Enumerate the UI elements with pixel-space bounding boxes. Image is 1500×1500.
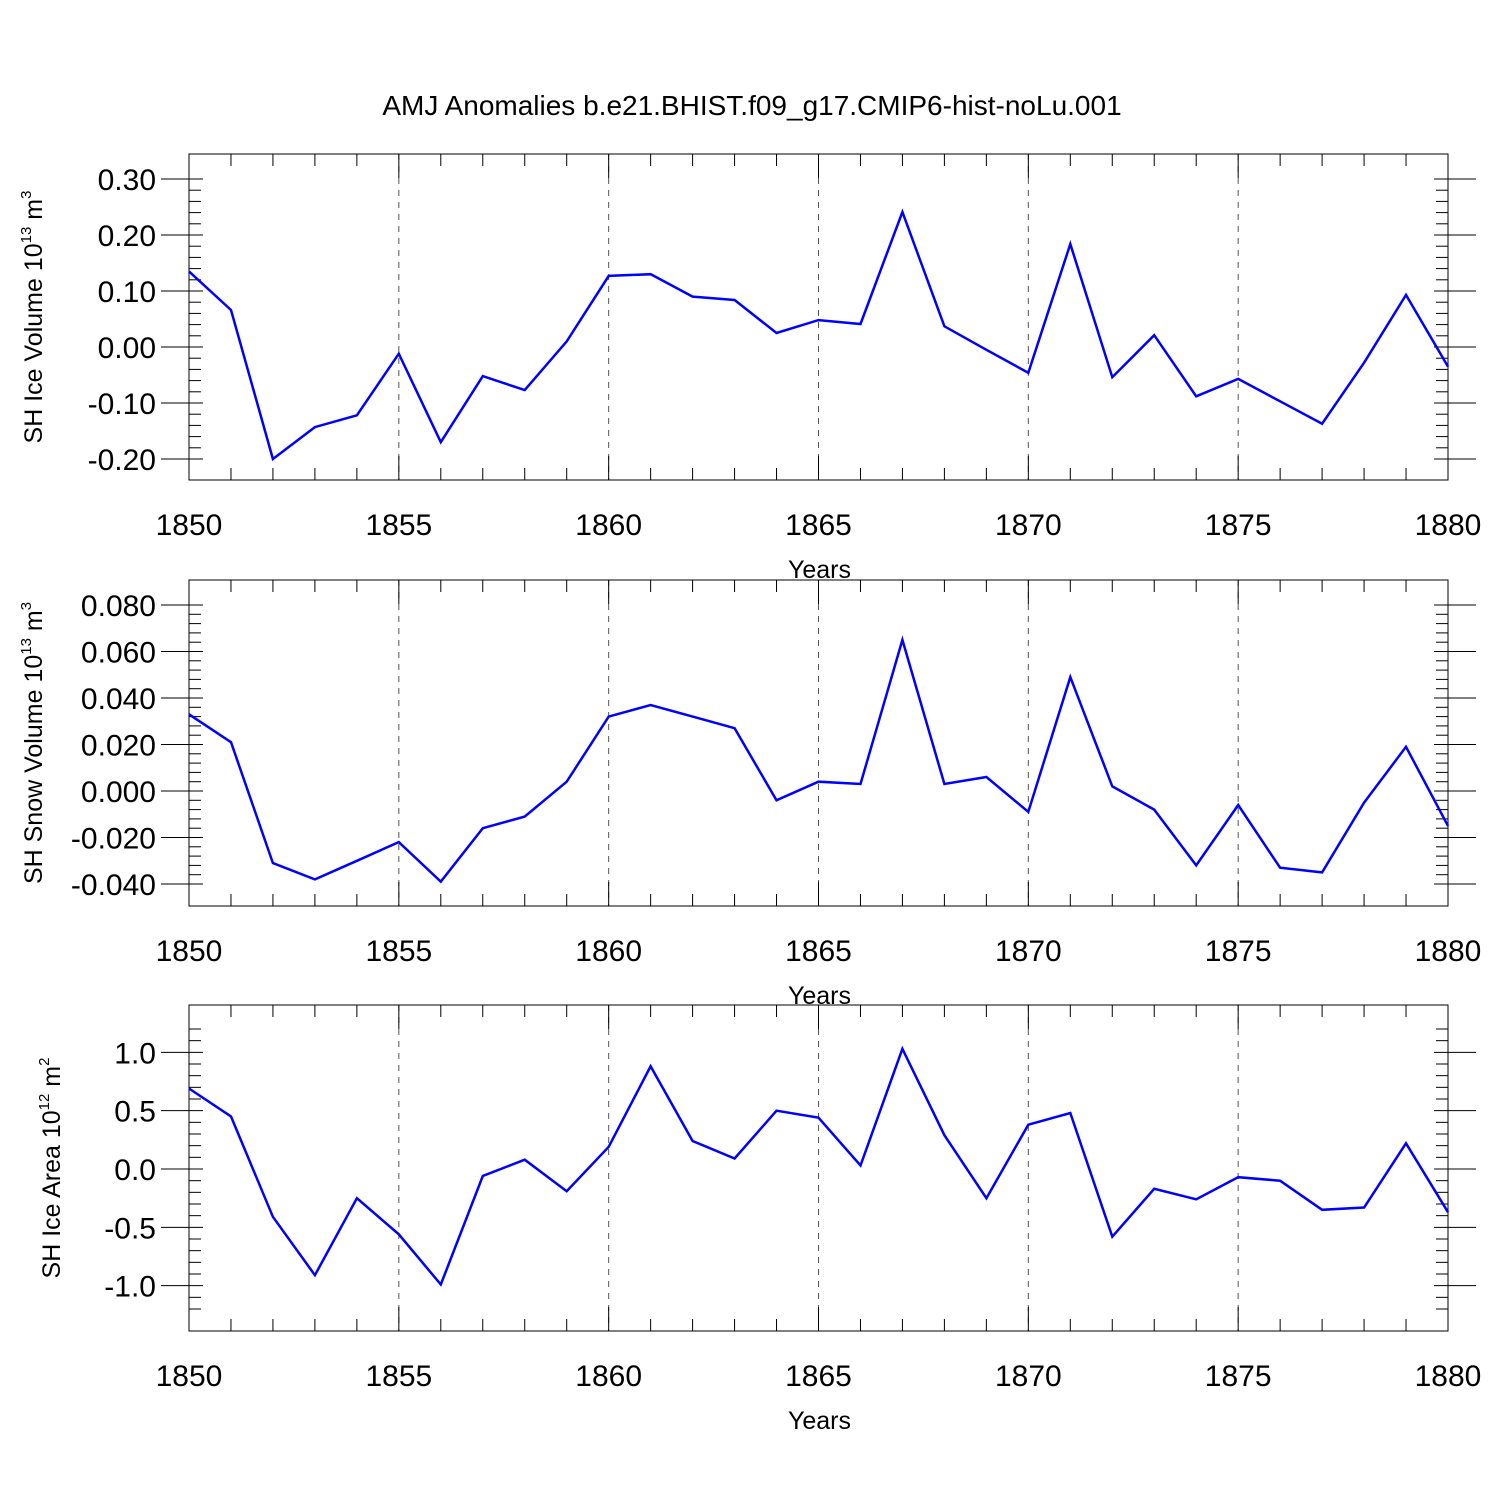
snow-volume-x-tick-label: 1880 xyxy=(1415,935,1482,968)
ice-area-y-label-unit-exponent: 2 xyxy=(36,1058,53,1066)
ice-area-x-tick-label: 1850 xyxy=(156,1360,223,1393)
snow-volume-x-tick-label: 1865 xyxy=(785,935,852,968)
ice-volume-x-tick-label: 1865 xyxy=(785,509,852,542)
ice-area-x-tick-label: 1855 xyxy=(365,1360,432,1393)
snow-volume-y-tick-label: -0.040 xyxy=(71,869,156,902)
ice-area-x-tick-label: 1870 xyxy=(995,1360,1062,1393)
snow-volume-y-tick-label: 0.020 xyxy=(81,730,156,763)
ice-volume-x-axis-label: Years xyxy=(788,556,851,584)
ice-area-y-axis-label: SH Ice Area 1012 m2 xyxy=(36,1058,66,1279)
ice-area-panel: -1.0 -0.5 0.0 0.5 1.0 1850 1855 1860 1865 1870 187… xyxy=(36,1004,1482,1435)
ice-volume-y-tick-label: 0.30 xyxy=(98,164,156,197)
snow-volume-x-tick-label: 1870 xyxy=(995,935,1062,968)
snow-volume-y-tick-label: 0.000 xyxy=(81,776,156,809)
ice-area-y-tick-label: 0.0 xyxy=(114,1154,156,1187)
ice-area-y-tick-label: 1.0 xyxy=(114,1037,156,1070)
ice-area-x-axis-label: Years xyxy=(788,1407,851,1435)
ice-area-y-tick-label: -1.0 xyxy=(104,1271,156,1304)
ice-volume-series-line xyxy=(188,208,1450,462)
ice-volume-x-tick-label: 1860 xyxy=(575,509,642,542)
ice-volume-x-tick-label: 1870 xyxy=(995,509,1062,542)
snow-volume-y-axis-label: SH Snow Volume 1013 m3 xyxy=(18,602,48,884)
snow-volume-panel: -0.040 -0.020 0.000 0.020 0.040 0.060 0.080 185… xyxy=(18,579,1482,1010)
snow-volume-y-label-unit: m xyxy=(20,610,48,638)
ice-volume-x-tick-label: 1880 xyxy=(1415,509,1482,542)
ice-volume-y-label-exponent: 13 xyxy=(18,227,35,244)
panels-container: -0.20 -0.10 0.00 0.10 0.20 0.30 1850 1855 1860 18… xyxy=(18,153,1482,1435)
ice-volume-y-label-text: SH Ice Volume 10 xyxy=(20,243,48,443)
ice-area-y-tick-label: 0.5 xyxy=(114,1096,156,1129)
snow-volume-y-tick-label: -0.020 xyxy=(71,823,156,856)
ice-area-x-tick-label: 1880 xyxy=(1415,1360,1482,1393)
ice-volume-y-label-unit-exponent: 3 xyxy=(18,191,35,199)
ice-volume-y-tick-label: 0.00 xyxy=(98,332,156,365)
snow-volume-y-label-text: SH Snow Volume 10 xyxy=(20,655,48,884)
snow-volume-y-tick-label: 0.040 xyxy=(81,683,156,716)
ice-volume-y-tick-label: -0.10 xyxy=(88,388,156,421)
ice-volume-y-tick-label: -0.20 xyxy=(88,444,156,477)
snow-volume-x-tick-label: 1860 xyxy=(575,935,642,968)
snow-volume-x-tick-label: 1875 xyxy=(1205,935,1272,968)
ice-area-x-tick-label: 1860 xyxy=(575,1360,642,1393)
ice-area-series-line xyxy=(188,1045,1450,1287)
ice-volume-x-tick-label: 1850 xyxy=(156,509,223,542)
ice-area-y-tick-label: -0.5 xyxy=(104,1212,156,1245)
ice-area-y-label-exponent: 12 xyxy=(36,1094,53,1111)
snow-volume-y-tick-label: 0.080 xyxy=(81,590,156,623)
snow-volume-x-tick-label: 1850 xyxy=(156,935,223,968)
ice-volume-y-label-unit: m xyxy=(20,199,48,227)
ice-volume-y-axis-label: SH Ice Volume 1013 m3 xyxy=(18,191,48,444)
snow-volume-y-label-unit-exponent: 3 xyxy=(18,602,35,610)
ice-volume-x-tick-label: 1855 xyxy=(365,509,432,542)
ice-volume-y-tick-label: 0.20 xyxy=(98,220,156,253)
ice-volume-x-tick-label: 1875 xyxy=(1205,509,1272,542)
snow-volume-y-tick-label: 0.060 xyxy=(81,637,156,670)
ice-area-y-label-text: SH Ice Area 10 xyxy=(38,1110,66,1278)
snow-volume-x-axis-label: Years xyxy=(788,982,851,1010)
snow-volume-series-line xyxy=(188,635,1450,884)
ice-volume-panel: -0.20 -0.10 0.00 0.10 0.20 0.30 1850 1855 1860 18… xyxy=(18,153,1482,584)
ice-area-x-tick-label: 1875 xyxy=(1205,1360,1272,1393)
figure-title: AMJ Anomalies b.e21.BHIST.f09_g17.CMIP6-… xyxy=(382,90,1121,121)
snow-volume-x-tick-label: 1855 xyxy=(365,935,432,968)
ice-area-y-label-unit: m xyxy=(38,1066,66,1094)
ice-volume-y-tick-label: 0.10 xyxy=(98,276,156,309)
snow-volume-y-label-exponent: 13 xyxy=(18,638,35,655)
ice-area-x-tick-label: 1865 xyxy=(785,1360,852,1393)
